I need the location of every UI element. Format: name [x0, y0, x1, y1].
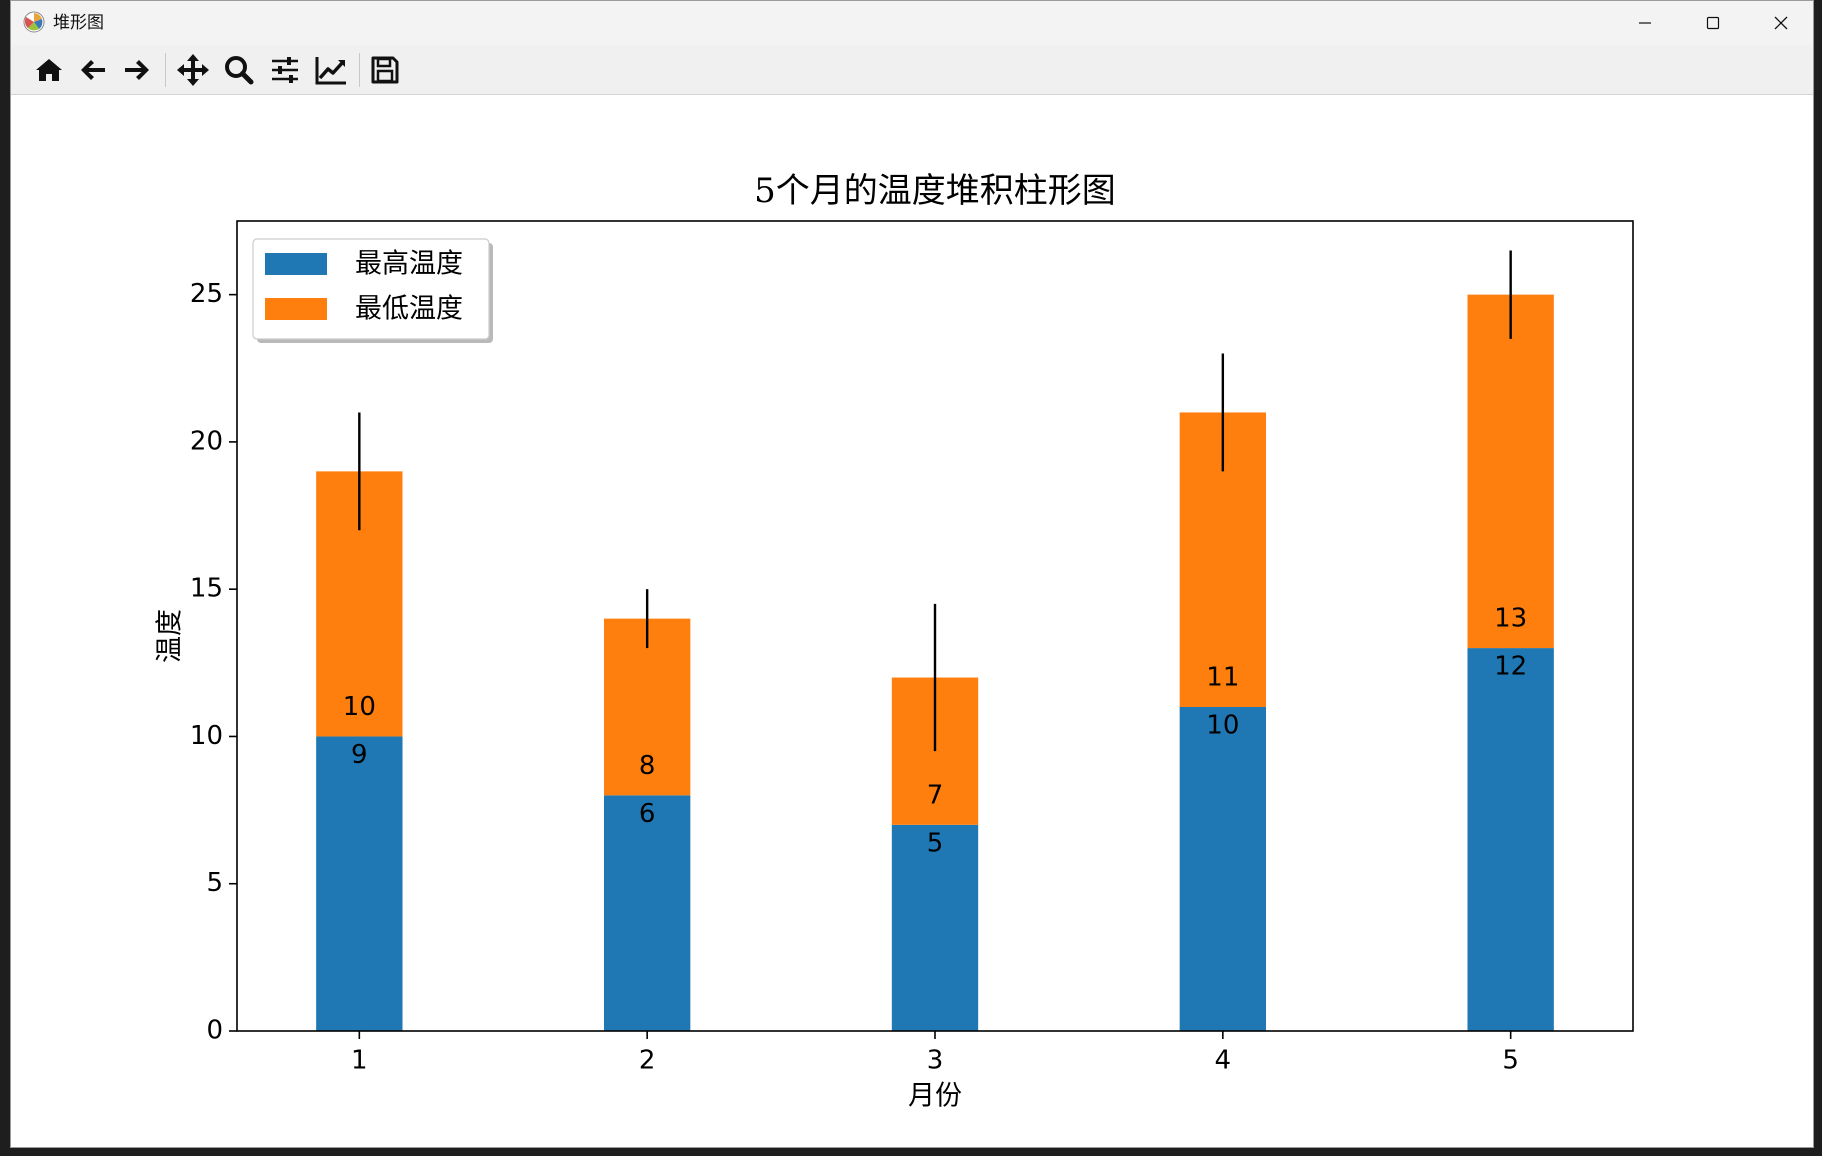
y-tick-label: 20 — [190, 426, 223, 456]
matplotlib-logo-icon — [23, 11, 45, 33]
pan-button[interactable] — [173, 50, 213, 90]
title-bar: 堆形图 — [11, 1, 1813, 45]
forward-button[interactable] — [117, 50, 157, 90]
value-label-series-1-4: 10 — [1206, 711, 1239, 741]
x-tick-label: 4 — [1215, 1046, 1232, 1076]
bar-series-0-4 — [1179, 707, 1267, 1031]
floppy-disk-icon — [371, 56, 399, 84]
y-tick-label: 15 — [190, 574, 223, 604]
value-label-series-0-5: 13 — [1494, 604, 1527, 634]
move-icon — [177, 54, 209, 86]
navigation-toolbar — [11, 45, 1813, 95]
legend-swatch-0 — [265, 253, 327, 275]
legend-label-1: 最低温度 — [355, 294, 463, 325]
bar-series-1-5 — [1467, 294, 1554, 649]
home-button[interactable] — [29, 50, 69, 90]
value-label-series-1-2: 6 — [639, 799, 656, 829]
line-chart-icon — [315, 57, 346, 85]
figure-window: 堆形图 — [10, 0, 1814, 1148]
save-button[interactable] — [365, 50, 405, 90]
value-label-series-1-5: 12 — [1494, 652, 1527, 682]
y-tick-label: 10 — [190, 721, 223, 751]
bar-series-0-1 — [316, 736, 403, 1031]
magnifier-icon — [225, 56, 254, 85]
x-axis-label: 月份 — [908, 1081, 962, 1112]
value-label-series-0-1: 10 — [343, 692, 376, 722]
value-label-series-1-3: 5 — [927, 828, 944, 858]
x-tick-label: 1 — [351, 1046, 368, 1076]
back-button[interactable] — [73, 50, 113, 90]
legend-label-0: 最高温度 — [355, 249, 463, 280]
toolbar-separator — [165, 53, 166, 87]
arrow-left-icon — [81, 60, 105, 80]
bar-series-0-3 — [891, 824, 979, 1031]
y-tick-label: 25 — [190, 279, 223, 309]
close-icon — [1774, 16, 1788, 30]
legend-swatch-1 — [265, 298, 327, 320]
zoom-button[interactable] — [219, 50, 259, 90]
bar-series-0-5 — [1467, 648, 1554, 1031]
sliders-icon — [272, 57, 298, 83]
toolbar-separator — [359, 53, 360, 87]
value-label-series-0-4: 11 — [1206, 663, 1239, 693]
close-button[interactable] — [1747, 1, 1813, 45]
minimize-button[interactable] — [1611, 1, 1679, 45]
x-tick-label: 3 — [927, 1046, 944, 1076]
y-tick-label: 5 — [206, 868, 223, 898]
y-tick-label: 0 — [206, 1016, 223, 1046]
bar-series-0-2 — [603, 795, 691, 1031]
value-label-series-1-1: 9 — [351, 740, 368, 770]
value-label-series-0-2: 8 — [639, 751, 656, 781]
home-icon — [36, 59, 62, 81]
x-tick-label: 2 — [639, 1046, 656, 1076]
y-axis-label: 温度 — [155, 609, 186, 663]
maximize-icon — [1706, 16, 1720, 30]
arrow-right-icon — [125, 60, 149, 80]
x-tick-label: 5 — [1502, 1046, 1519, 1076]
minimize-icon — [1639, 22, 1651, 24]
value-label-series-0-3: 7 — [927, 780, 944, 810]
chart-title: 5个月的温度堆积柱形图 — [754, 171, 1116, 211]
window-title: 堆形图 — [53, 13, 104, 33]
plot-canvas[interactable]: 9 10 6 8 5 7 10 11 12 13 1 2 3 4 5 0 5 10 15 20 25 5个月的温度堆积柱形… — [11, 95, 1813, 1147]
maximize-button[interactable] — [1679, 1, 1747, 45]
subplots-button[interactable] — [265, 50, 305, 90]
edit-axes-button[interactable] — [311, 50, 351, 90]
